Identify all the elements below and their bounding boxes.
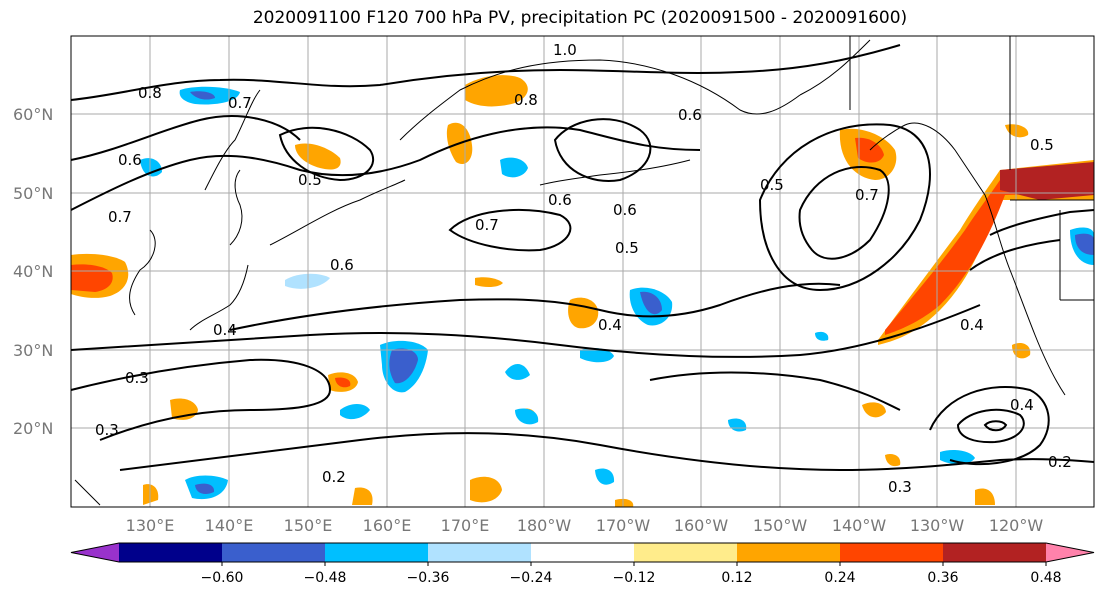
lat-label: 30°N <box>13 341 53 360</box>
contour-label: 0.2 <box>1048 453 1072 471</box>
graticule <box>71 36 1094 507</box>
colorbar-outline <box>70 542 1095 563</box>
contour-label: 0.7 <box>108 208 132 226</box>
contour-labels: 1.0 0.8 0.8 0.6 0.6 0.7 0.7 0.6 0.5 0.5 … <box>95 41 1072 496</box>
latitude-labels: 60°N 50°N 40°N 30°N 20°N <box>13 105 53 438</box>
colorbar-segment <box>737 543 841 562</box>
colorbar-tick-label: 0.12 <box>721 570 752 586</box>
contour-label: 0.5 <box>1030 136 1054 154</box>
colorbar-tick-label: −0.48 <box>304 570 347 586</box>
lon-label: 140°E <box>205 516 254 535</box>
colorbar-segment <box>634 543 738 562</box>
contour-label: 0.4 <box>598 316 622 334</box>
lat-label: 50°N <box>13 184 53 203</box>
lon-label: 160°E <box>363 516 412 535</box>
contour-label: 0.5 <box>760 176 784 194</box>
colorbar-tick-label: −0.12 <box>613 570 656 586</box>
contour-label: 0.7 <box>855 186 879 204</box>
colorbar-tick-label: −0.60 <box>201 570 244 586</box>
pv-contours <box>70 44 1095 472</box>
contour-label: 0.6 <box>118 151 142 169</box>
colorbar: −0.60 −0.48 −0.36 −0.24 −0.12 0.12 0.24 0.36 0.4… <box>70 542 1095 586</box>
colorbar-segment <box>119 543 223 562</box>
contour-label: 0.5 <box>615 239 639 257</box>
contour-label: 1.0 <box>553 41 577 59</box>
contour-label: 0.6 <box>330 256 354 274</box>
lon-label: 170°E <box>441 516 490 535</box>
colorbar-segment <box>531 543 635 562</box>
colorbar-segment <box>943 543 1047 562</box>
colorbar-tick-label: 0.24 <box>824 570 855 586</box>
lon-label: 140°W <box>832 516 887 535</box>
contour-label: 0.7 <box>228 94 252 112</box>
colorbar-segment <box>325 543 429 562</box>
contour-label: 0.6 <box>613 201 637 219</box>
lat-label: 20°N <box>13 419 53 438</box>
contour-label: 0.3 <box>888 478 912 496</box>
contour-label: 0.8 <box>138 84 162 102</box>
lon-label: 130°E <box>126 516 175 535</box>
lat-label: 40°N <box>13 262 53 281</box>
colorbar-extend-high <box>1046 543 1094 562</box>
map-title: 2020091100 F120 700 hPa PV, precipitatio… <box>252 8 908 28</box>
coastlines <box>74 36 1094 506</box>
colorbar-tick-label: −0.36 <box>407 570 450 586</box>
colorbar-extend-low <box>71 543 119 562</box>
contour-label: 0.2 <box>322 468 346 486</box>
contour-label: 0.4 <box>1010 396 1034 414</box>
contour-label: 0.6 <box>548 191 572 209</box>
colorbar-segment <box>428 543 532 562</box>
lon-label: 150°W <box>753 516 808 535</box>
contour-label: 0.8 <box>514 91 538 109</box>
longitude-labels: 130°E 140°E 150°E 160°E 170°E 180°W 170°… <box>126 516 1044 535</box>
contour-label: 0.3 <box>125 369 149 387</box>
contour-label: 0.4 <box>213 321 237 339</box>
lon-label: 180°W <box>517 516 572 535</box>
colorbar-segment <box>840 543 944 562</box>
lon-label: 170°W <box>596 516 651 535</box>
lon-label: 150°E <box>284 516 333 535</box>
lat-label: 60°N <box>13 105 53 124</box>
colorbar-tick-label: −0.24 <box>510 570 553 586</box>
colorbar-segment <box>222 543 326 562</box>
colorbar-tick-label: 0.48 <box>1030 570 1061 586</box>
lon-label: 120°W <box>989 516 1044 535</box>
lon-label: 160°W <box>674 516 729 535</box>
plot-frame <box>70 35 1095 508</box>
colorbar-tick-label: 0.36 <box>927 570 958 586</box>
contour-label: 0.3 <box>95 421 119 439</box>
lon-label: 130°W <box>910 516 965 535</box>
contour-label: 0.5 <box>298 171 322 189</box>
contour-label: 0.6 <box>678 106 702 124</box>
contour-label: 0.4 <box>960 316 984 334</box>
contour-label: 0.7 <box>475 216 499 234</box>
